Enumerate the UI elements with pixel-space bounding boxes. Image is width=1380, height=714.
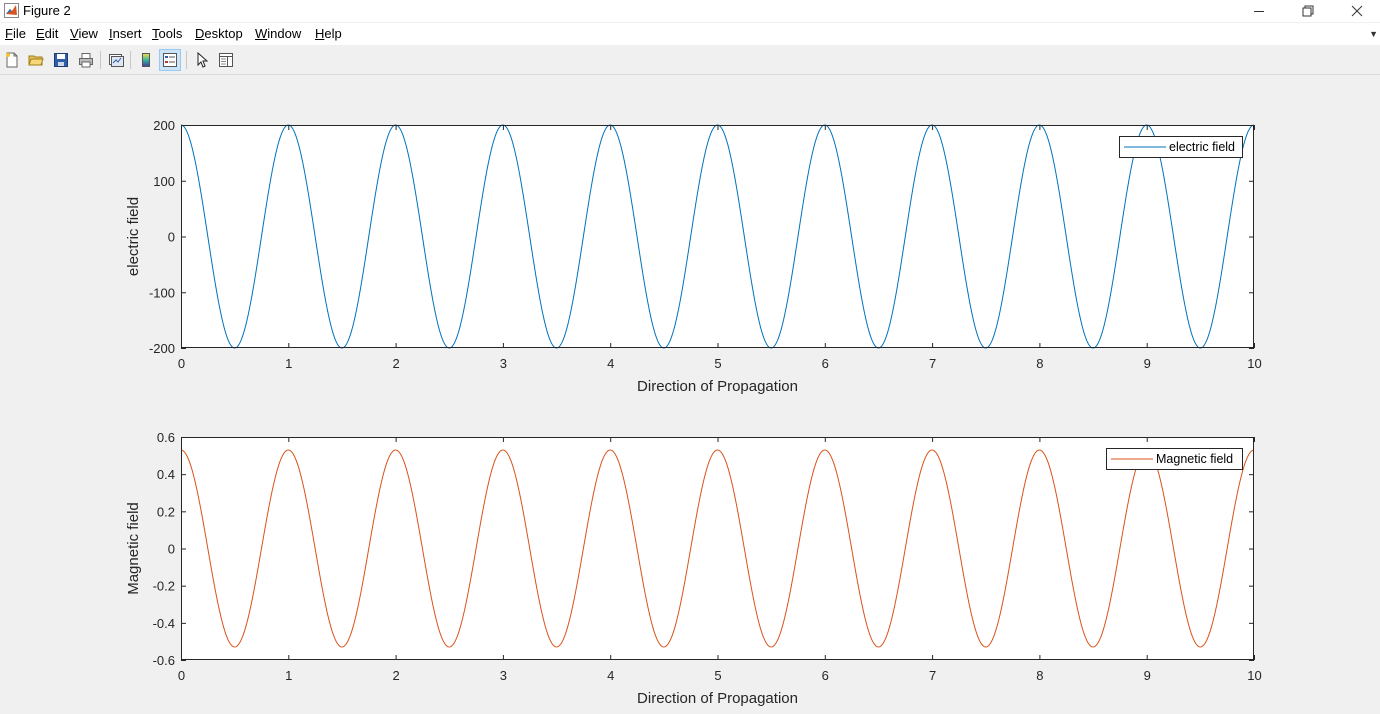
- edit-plot-button[interactable]: [191, 49, 213, 71]
- y-axis-label: electric field: [125, 197, 142, 276]
- matlab-logo-icon: [4, 3, 19, 18]
- legend-entry: electric field: [1169, 140, 1235, 154]
- link-plot-button[interactable]: [105, 49, 127, 71]
- minimize-icon: [1254, 11, 1264, 12]
- x-tick-label: 10: [1247, 356, 1261, 371]
- new-figure-icon: [6, 52, 18, 68]
- x-tick-label: 8: [1036, 356, 1043, 371]
- axes-1[interactable]: 0 1 2 3 4 5 6 7 8 9 10 200 100 0 -100 -200 Direction of …: [125, 118, 1262, 395]
- menu-help[interactable]: Help: [315, 26, 342, 41]
- new-figure-button[interactable]: [1, 49, 23, 71]
- y-tick-label: 0: [168, 230, 175, 245]
- menu-insert[interactable]: Insert: [109, 26, 142, 41]
- close-button[interactable]: [1334, 0, 1380, 22]
- series-line-magnetic-field: [180, 449, 1255, 648]
- legend[interactable]: Magnetic field: [1106, 448, 1243, 470]
- x-tick-label: 2: [392, 668, 399, 683]
- x-tick-label: 0: [178, 668, 185, 683]
- toolbar-separator: [130, 51, 131, 69]
- colorbar-button[interactable]: [135, 49, 157, 71]
- menu-view[interactable]: View: [70, 26, 98, 41]
- print-icon: [79, 53, 93, 68]
- x-tick-label: 4: [607, 668, 614, 683]
- menu-desktop[interactable]: Desktop: [195, 26, 243, 41]
- x-tick-label: 4: [607, 356, 614, 371]
- legend-box: [1119, 136, 1243, 158]
- x-axis-label: Direction of Propagation: [637, 690, 798, 707]
- axes-2[interactable]: 0 1 2 3 4 5 6 7 8 9 10 0.6 0.4 0.2 0 -0.2 -0.4 -0.6 Direct…: [125, 430, 1262, 707]
- open-file-button[interactable]: [25, 49, 47, 71]
- x-tick-label: 2: [392, 356, 399, 371]
- x-tick-label: 8: [1036, 668, 1043, 683]
- y-tick-label: -0.6: [153, 653, 175, 668]
- toolbar-separator: [186, 51, 187, 69]
- legend-button[interactable]: [159, 49, 181, 71]
- legend-icon: [163, 53, 177, 67]
- y-tick-label: 0.4: [157, 467, 175, 482]
- plot-area: [181, 125, 1254, 348]
- x-tick-label: 5: [714, 356, 721, 371]
- y-tick-label: 0: [168, 542, 175, 557]
- x-tick-label: 1: [285, 668, 292, 683]
- x-tick-label: 3: [500, 668, 507, 683]
- x-tick-label: 0: [178, 356, 185, 371]
- y-tick-label: 100: [153, 174, 175, 189]
- x-tick-label: 3: [500, 356, 507, 371]
- y-tick-label: -200: [149, 341, 175, 356]
- y-tick-label: -0.2: [153, 579, 175, 594]
- window-title: Figure 2: [23, 3, 71, 18]
- dock-arrow-icon[interactable]: ▼: [1369, 29, 1378, 39]
- close-icon: [1351, 5, 1363, 17]
- x-tick-label: 1: [285, 356, 292, 371]
- figure-canvas: 0 1 2 3 4 5 6 7 8 9 10 200 100 0 -100 -200 Direction of …: [0, 75, 1380, 709]
- toolbar-separator: [100, 51, 101, 69]
- y-tick-label: -0.4: [153, 616, 175, 631]
- x-axis-label: Direction of Propagation: [637, 378, 798, 395]
- legend-entry: Magnetic field: [1156, 452, 1233, 466]
- x-tick-label: 6: [822, 668, 829, 683]
- y-tick-label: 0.2: [157, 504, 175, 519]
- menu-edit[interactable]: Edit: [36, 26, 59, 41]
- property-editor-button[interactable]: [215, 49, 237, 71]
- y-axis-label: Magnetic field: [125, 502, 142, 595]
- open-file-icon: [28, 55, 44, 66]
- x-tick-label: 5: [714, 668, 721, 683]
- save-icon: [54, 53, 68, 67]
- pointer-icon: [197, 52, 209, 68]
- x-tick-label: 10: [1247, 668, 1261, 683]
- colorbar-icon: [142, 53, 150, 67]
- link-plot-icon: [109, 54, 124, 67]
- y-tick-label: -100: [149, 285, 175, 300]
- menu-tools[interactable]: Tools: [152, 26, 183, 41]
- x-tick-label: 9: [1144, 668, 1151, 683]
- x-tick-label: 7: [929, 668, 936, 683]
- minimize-button[interactable]: [1236, 0, 1282, 22]
- y-tick-label: 0.6: [157, 430, 175, 445]
- legend-box: [1106, 448, 1243, 470]
- y-tick-label: 200: [153, 118, 175, 133]
- title-bar: Figure 2: [0, 0, 1380, 22]
- x-tick-label: 7: [929, 356, 936, 371]
- legend[interactable]: electric field: [1119, 136, 1243, 158]
- save-button[interactable]: [50, 49, 72, 71]
- property-editor-icon: [219, 53, 233, 67]
- menu-window[interactable]: Window: [255, 26, 302, 41]
- print-button[interactable]: [75, 49, 97, 71]
- x-tick-label: 6: [822, 356, 829, 371]
- restore-button[interactable]: [1285, 0, 1331, 22]
- menu-file[interactable]: File: [5, 26, 26, 41]
- menu-bar: File Edit View Insert Tools Desktop Wind…: [0, 23, 1380, 45]
- x-tick-label: 9: [1144, 356, 1151, 371]
- restore-icon: [1302, 5, 1314, 17]
- toolbar: [0, 46, 1380, 75]
- plot-area: [181, 437, 1254, 660]
